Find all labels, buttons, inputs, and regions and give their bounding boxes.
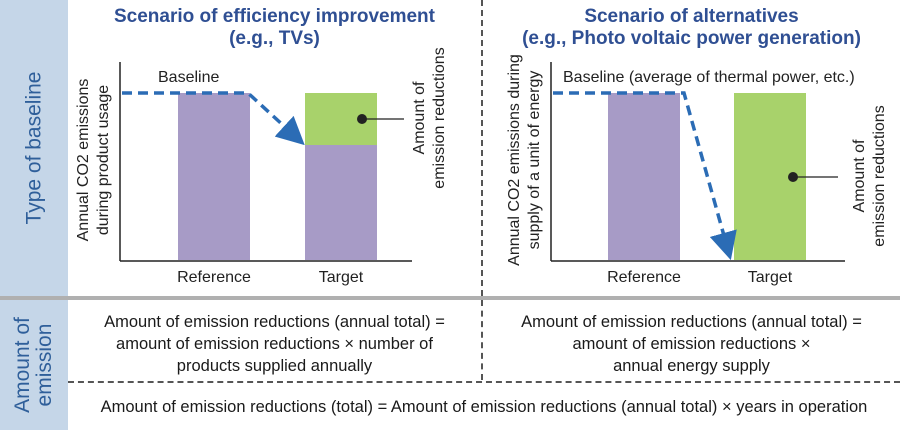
left-target-bar xyxy=(305,145,377,260)
left-baseline-arrow xyxy=(122,91,305,146)
right-baseline-label: Baseline (average of thermal power, etc.… xyxy=(563,69,855,86)
right-panel-title: Scenario of alternatives (e.g., Photo vo… xyxy=(522,6,861,49)
sidebar-emission: Amount of emission xyxy=(0,300,68,430)
right-annotation-2: emission reductions xyxy=(871,105,888,246)
panel-divider-bottom xyxy=(481,300,483,380)
left-annotation-2: emission reductions xyxy=(431,47,448,188)
left-reference-bar xyxy=(178,93,250,260)
sidebar-emission-label: Amount of emission xyxy=(11,317,57,413)
right-formula: Amount of emission reductions (annual to… xyxy=(521,313,862,375)
right-x-target: Target xyxy=(748,269,793,286)
section-divider xyxy=(0,296,900,300)
left-x-reference: Reference xyxy=(177,269,251,286)
total-divider xyxy=(68,381,900,383)
left-y-label-2: during product usage xyxy=(95,85,112,235)
right-baseline-arrow xyxy=(553,91,737,261)
right-reference-bar xyxy=(608,93,680,260)
right-leader-dot xyxy=(788,172,798,182)
left-x-target: Target xyxy=(319,269,364,286)
panel-divider-top xyxy=(481,0,483,296)
sidebar-baseline: Type of baseline xyxy=(0,0,68,296)
left-annotation-1: Amount of xyxy=(411,81,428,154)
left-panel-title: Scenario of efficiency improvement (e.g.… xyxy=(114,6,435,49)
left-baseline-label: Baseline xyxy=(158,69,219,86)
left-formula: Amount of emission reductions (annual to… xyxy=(104,313,445,375)
left-y-label-1: Annual CO2 emissions xyxy=(75,79,92,242)
baseline-diagrams: Baseline Reference Target Annual CO2 emi… xyxy=(75,47,888,286)
total-formula: Amount of emission reductions (total) = … xyxy=(100,398,868,416)
right-x-reference: Reference xyxy=(607,269,681,286)
right-annotation-1: Amount of xyxy=(851,139,868,212)
right-y-label-2: supply of a unit of energy xyxy=(526,71,543,250)
left-leader-dot xyxy=(357,114,367,124)
right-y-label-1: Annual CO2 emissions during xyxy=(506,54,523,266)
